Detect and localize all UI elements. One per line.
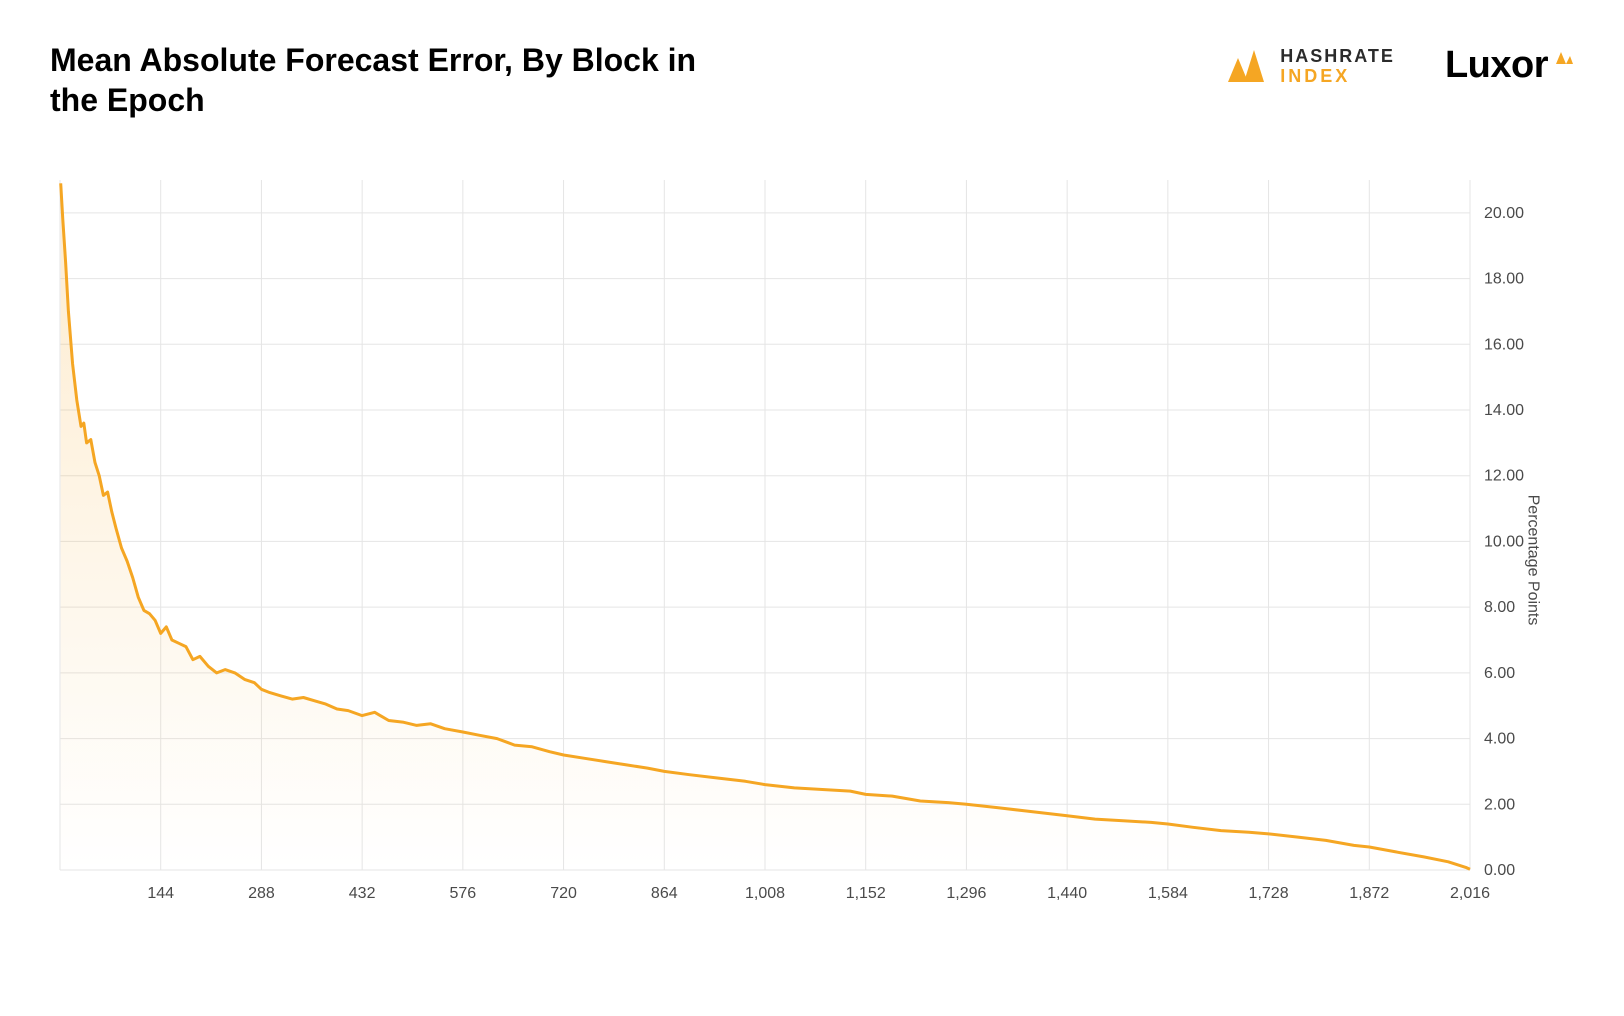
y-axis-label: Percentage Points [1524,495,1542,626]
y-tick-label: 16.00 [1484,336,1524,353]
y-tick-label: 20.00 [1484,205,1524,222]
x-tick-label: 144 [147,885,174,902]
hashrate-line1: HASHRATE [1280,47,1395,65]
luxor-mark-icon [1554,44,1574,66]
x-tick-label: 288 [248,885,275,902]
luxor-text: Luxor [1445,44,1548,87]
chart-header: Mean Absolute Forecast Error, By Block i… [50,40,1574,120]
logo-group: HASHRATE INDEX Luxor [1218,44,1574,87]
x-tick-label: 1,440 [1047,885,1087,902]
chart-container: 144 288 432 576 720 864 1,008 1,152 1,296 1,440 1,… [50,180,1570,940]
hashrate-line2: INDEX [1280,67,1395,85]
hashrate-triangle-icon [1218,46,1266,86]
hashrate-index-logo: HASHRATE INDEX [1218,46,1395,86]
y-tick-label: 18.00 [1484,271,1524,288]
x-tick-label: 576 [450,885,477,902]
x-tick-label: 1,872 [1349,885,1389,902]
y-tick-label: 8.00 [1484,599,1515,616]
y-tick-label: 6.00 [1484,665,1515,682]
x-tick-label: 864 [651,885,678,902]
chart-title: Mean Absolute Forecast Error, By Block i… [50,40,750,120]
hashrate-text: HASHRATE INDEX [1280,47,1395,85]
y-tick-label: 4.00 [1484,731,1515,748]
y-tick-label: 12.00 [1484,468,1524,485]
y-tick-label: 10.00 [1484,533,1524,550]
y-tick-label: 14.00 [1484,402,1524,419]
x-tick-label: 1,728 [1249,885,1289,902]
x-tick-label: 720 [550,885,577,902]
x-tick-label: 2,016 [1450,885,1490,902]
x-tick-label: 432 [349,885,376,902]
x-tick-label: 1,296 [946,885,986,902]
x-tick-label: 1,008 [745,885,785,902]
y-tick-label: 0.00 [1484,862,1515,879]
x-tick-label: 1,152 [846,885,886,902]
luxor-logo: Luxor [1445,44,1574,87]
y-tick-label: 2.00 [1484,796,1515,813]
chart-svg: 144 288 432 576 720 864 1,008 1,152 1,296 1,440 1,… [50,180,1570,940]
x-tick-label: 1,584 [1148,885,1188,902]
